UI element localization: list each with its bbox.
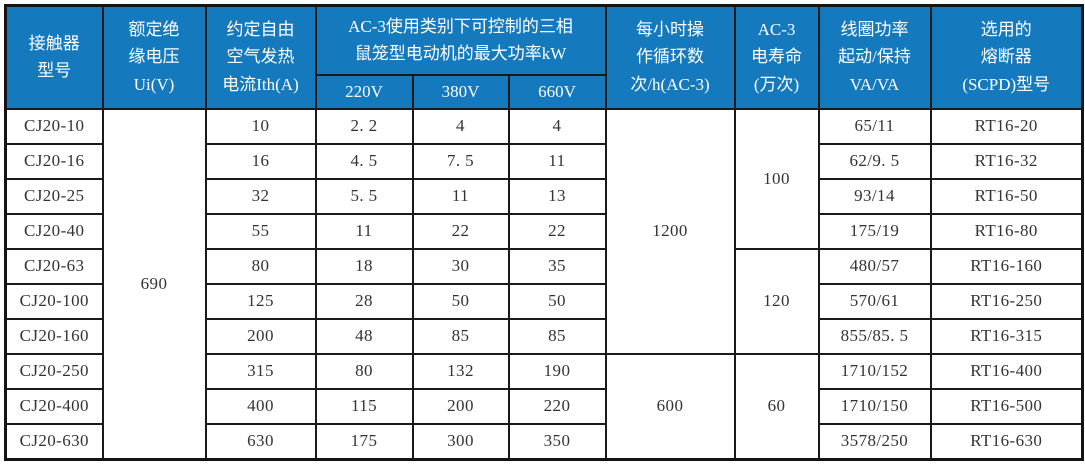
fuse-cell: RT16-500 (929, 387, 1084, 425)
header-power-kw: AC-3使用类别下可控制的三相 鼠笼型电动机的最大功率kW (314, 4, 607, 76)
p660-cell: 13 (507, 177, 607, 215)
table-row: CJ20-25 32 5. 5 11 13 93/14 RT16-50 (4, 177, 1084, 215)
model-cell: CJ20-630 (4, 422, 104, 460)
fuse-cell: RT16-50 (929, 177, 1084, 215)
p220-cell: 28 (314, 282, 414, 320)
table-row: CJ20-10 690 10 2. 2 4 4 1200 100 65/11 R… (4, 107, 1084, 460)
ith-cell: 55 (204, 212, 317, 250)
coil-cell: 1710/152 (817, 352, 932, 390)
header-model: 接触器 型号 (4, 4, 104, 110)
ith-cell: 125 (204, 282, 317, 320)
p220-cell: 5. 5 (314, 177, 414, 215)
fuse-cell: RT16-32 (929, 142, 1084, 180)
p660-cell: 350 (507, 422, 607, 460)
p220-cell: 11 (314, 212, 414, 250)
p380-cell: 200 (411, 387, 510, 425)
ui-merged-cell: 690 (101, 107, 207, 460)
p660-cell: 50 (507, 282, 607, 320)
model-cell: CJ20-40 (4, 212, 104, 250)
model-cell: CJ20-63 (4, 247, 104, 285)
fuse-cell: RT16-80 (929, 212, 1084, 250)
table-row: CJ20-100 125 28 50 50 570/61 RT16-250 (4, 282, 1084, 320)
model-cell: CJ20-250 (4, 352, 104, 390)
coil-cell: 480/57 (817, 247, 932, 285)
ith-cell: 80 (204, 247, 317, 285)
model-cell: CJ20-25 (4, 177, 104, 215)
ith-cell: 10 (204, 107, 317, 145)
table-row: CJ20-160 200 48 85 85 855/85. 5 RT16-315 (4, 317, 1084, 355)
life-merged-cell: 60 (733, 352, 820, 460)
table-body: CJ20-10 690 10 2. 2 4 4 1200 100 65/11 R… (4, 107, 1084, 460)
p220-cell: 175 (314, 422, 414, 460)
model-cell: CJ20-10 (4, 107, 104, 145)
table-row: CJ20-63 80 18 30 35 120 480/57 RT16-160 (4, 247, 1084, 355)
p220-cell: 4. 5 (314, 142, 414, 180)
coil-cell: 65/11 (817, 107, 932, 145)
fuse-cell: RT16-160 (929, 247, 1084, 285)
model-cell: CJ20-16 (4, 142, 104, 180)
coil-cell: 175/19 (817, 212, 932, 250)
life-merged-cell: 100 (733, 107, 820, 250)
table-row: CJ20-40 55 11 22 22 175/19 RT16-80 (4, 212, 1084, 250)
coil-cell: 93/14 (817, 177, 932, 215)
ith-cell: 32 (204, 177, 317, 215)
header-220v: 220V (314, 73, 414, 110)
fuse-cell: RT16-400 (929, 352, 1084, 390)
table-header: 接触器 型号 额定绝 缘电压 Ui(V) 约定自由 空气发热 电流Ith(A) … (4, 4, 1084, 110)
p380-cell: 7. 5 (411, 142, 510, 180)
table-row: CJ20-400 400 115 200 220 1710/150 RT16-5… (4, 387, 1084, 425)
coil-cell: 1710/150 (817, 387, 932, 425)
p220-cell: 80 (314, 352, 414, 390)
header-coil: 线圈功率 起动/保持 VA/VA (817, 4, 932, 110)
p380-cell: 4 (411, 107, 510, 145)
ith-cell: 315 (204, 352, 317, 390)
fuse-cell: RT16-20 (929, 107, 1084, 145)
p380-cell: 300 (411, 422, 510, 460)
coil-cell: 570/61 (817, 282, 932, 320)
ith-cell: 16 (204, 142, 317, 180)
p660-cell: 35 (507, 247, 607, 285)
ith-cell: 200 (204, 317, 317, 355)
p380-cell: 85 (411, 317, 510, 355)
coil-cell: 855/85. 5 (817, 317, 932, 355)
model-cell: CJ20-400 (4, 387, 104, 425)
fuse-cell: RT16-250 (929, 282, 1084, 320)
p220-cell: 18 (314, 247, 414, 285)
p220-cell: 48 (314, 317, 414, 355)
p380-cell: 30 (411, 247, 510, 285)
header-ith: 约定自由 空气发热 电流Ith(A) (204, 4, 317, 110)
cycles-merged-cell: 600 (604, 352, 736, 460)
p380-cell: 11 (411, 177, 510, 215)
p660-cell: 4 (507, 107, 607, 145)
table-row: CJ20-16 16 4. 5 7. 5 11 62/9. 5 RT16-32 (4, 142, 1084, 180)
coil-cell: 62/9. 5 (817, 142, 932, 180)
p660-cell: 220 (507, 387, 607, 425)
p380-cell: 132 (411, 352, 510, 390)
model-cell: CJ20-100 (4, 282, 104, 320)
header-660v: 660V (507, 73, 607, 110)
life-merged-cell: 120 (733, 247, 820, 355)
fuse-cell: RT16-315 (929, 317, 1084, 355)
header-cycles: 每小时操 作循环数 次/h(AC-3) (604, 4, 736, 110)
header-380v: 380V (411, 73, 510, 110)
p220-cell: 115 (314, 387, 414, 425)
p660-cell: 85 (507, 317, 607, 355)
header-ui: 额定绝 缘电压 Ui(V) (101, 4, 207, 110)
ith-cell: 400 (204, 387, 317, 425)
model-cell: CJ20-160 (4, 317, 104, 355)
ith-cell: 630 (204, 422, 317, 460)
header-fuse: 选用的 熔断器 (SCPD)型号 (929, 4, 1084, 110)
p660-cell: 190 (507, 352, 607, 390)
p660-cell: 11 (507, 142, 607, 180)
p660-cell: 22 (507, 212, 607, 250)
header-life: AC-3 电寿命 (万次) (733, 4, 820, 110)
p220-cell: 2. 2 (314, 107, 414, 145)
cycles-merged-cell: 1200 (604, 107, 736, 355)
contactor-spec-table: 接触器 型号 额定绝 缘电压 Ui(V) 约定自由 空气发热 电流Ith(A) … (4, 4, 1084, 461)
fuse-cell: RT16-630 (929, 422, 1084, 460)
p380-cell: 22 (411, 212, 510, 250)
p380-cell: 50 (411, 282, 510, 320)
coil-cell: 3578/250 (817, 422, 932, 460)
